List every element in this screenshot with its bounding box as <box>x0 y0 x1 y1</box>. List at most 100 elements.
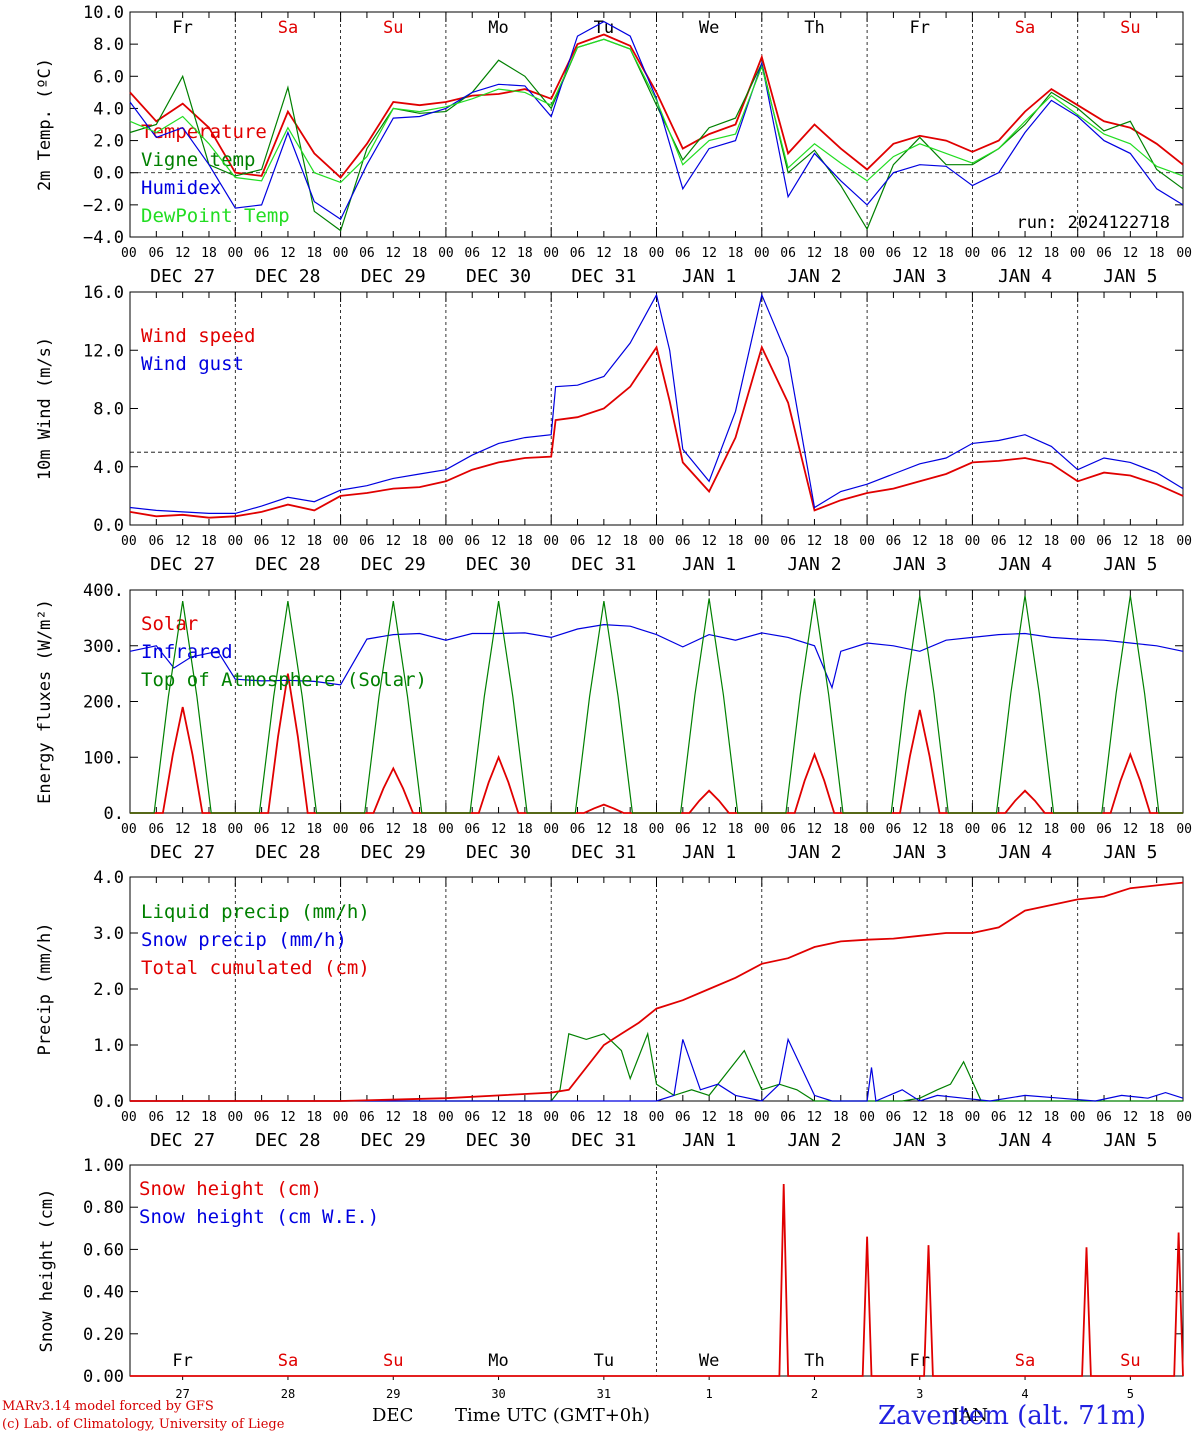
hour-tick-label: 06 <box>359 246 375 261</box>
y-tick-label: 12.0 <box>83 341 124 361</box>
hour-tick-label: 18 <box>622 1110 638 1125</box>
legend-entry: Snow height (cm W.E.) <box>139 1206 379 1228</box>
hour-tick-label: 06 <box>991 822 1007 837</box>
hour-tick-label: 18 <box>201 246 217 261</box>
day-name-label: Sa <box>1015 18 1035 38</box>
credit-line-1: MARv3.14 model forced by GFS <box>2 1399 214 1414</box>
hour-tick-label: 12 <box>1017 1110 1033 1125</box>
hour-tick-label: 12 <box>1017 534 1033 549</box>
hour-tick-label: 12 <box>701 1110 717 1125</box>
date-label: JAN 1 <box>682 842 736 863</box>
hour-tick-label: 18 <box>728 246 744 261</box>
day-name-label: We <box>699 1351 719 1371</box>
y-tick-label: 100. <box>83 748 124 768</box>
date-label: DEC 30 <box>466 266 531 287</box>
legend-entry: Infrared <box>141 641 233 663</box>
hour-tick-label: 00 <box>1070 822 1086 837</box>
hour-tick-label: 12 <box>1123 822 1139 837</box>
panel-1: 10.0 8.0 6.0 4.0 2.0 0.0 −2.0 −4.0 2m Temp. (ºC)… <box>35 3 1192 287</box>
hour-tick-label: 00 <box>1176 1110 1192 1125</box>
series-line-wind-gust <box>129 292 1184 515</box>
hour-tick-label: 18 <box>1044 534 1060 549</box>
hour-tick-label: 00 <box>1070 534 1086 549</box>
hour-tick-label: 00 <box>438 822 454 837</box>
hour-tick-label: 12 <box>807 534 823 549</box>
hour-tick-label: 18 <box>1044 1110 1060 1125</box>
day-name-label: Fr <box>172 18 192 38</box>
hour-tick-label: 00 <box>1070 1110 1086 1125</box>
hour-tick-label: 00 <box>438 1110 454 1125</box>
panel-2: 16.0 12.0 8.0 4.0 0.0 10m Wind (m/s) 00 06 12 18 0… <box>35 283 1192 575</box>
hour-tick-label: 00 <box>438 534 454 549</box>
hour-tick-label: 18 <box>517 822 533 837</box>
legend-entry: Liquid precip (mm/h) <box>141 901 370 923</box>
hour-tick-label: 06 <box>570 246 586 261</box>
hour-tick-label: 00 <box>333 246 349 261</box>
day-name-label: Th <box>804 1351 824 1371</box>
y-tick-label: 6.0 <box>93 67 124 87</box>
day-name-label: Su <box>1120 18 1140 38</box>
date-label: JAN 5 <box>1103 1130 1157 1151</box>
hour-tick-label: 00 <box>227 246 243 261</box>
hour-tick-label: 06 <box>886 534 902 549</box>
hour-tick-label: 06 <box>780 822 796 837</box>
hour-tick-label: 18 <box>938 1110 954 1125</box>
panel-5: 1.00 0.80 0.60 0.40 0.20 0.00 Snow height (cm)… <box>37 1156 1184 1401</box>
station-name: Zaventem (alt. 71m) <box>878 1401 1146 1431</box>
day-name-label: Tu <box>594 1351 614 1371</box>
hour-tick-label: 18 <box>517 534 533 549</box>
hour-tick-label: 06 <box>148 822 164 837</box>
hour-tick-label: 12 <box>385 246 401 261</box>
hour-tick-label: 00 <box>1176 822 1192 837</box>
hour-tick-label: 06 <box>780 246 796 261</box>
hour-tick-label: 06 <box>570 1110 586 1125</box>
legend-entry: Temperature <box>141 121 267 143</box>
hour-tick-label: 18 <box>1149 1110 1165 1125</box>
date-label: JAN 4 <box>998 554 1052 575</box>
hour-tick-label: 00 <box>1176 246 1192 261</box>
hour-tick-label: 18 <box>1149 534 1165 549</box>
hour-tick-label: 00 <box>859 822 875 837</box>
hour-tick-label: 06 <box>1096 1110 1112 1125</box>
hour-tick-label: 18 <box>517 1110 533 1125</box>
date-label: JAN 2 <box>787 554 841 575</box>
series-line-total-cumulated-cm- <box>130 881 1184 1102</box>
hour-tick-label: 06 <box>359 1110 375 1125</box>
y-tick-label: 0.00 <box>83 1367 124 1387</box>
hour-tick-label: 06 <box>991 1110 1007 1125</box>
hour-tick-label: 18 <box>306 1110 322 1125</box>
hour-tick-label: 12 <box>385 534 401 549</box>
date-label: DEC 31 <box>571 1130 636 1151</box>
hour-tick-label: 12 <box>175 822 191 837</box>
series-line-wind-speed <box>129 344 1184 519</box>
hour-tick-label: 12 <box>596 246 612 261</box>
day-name-label: We <box>699 18 719 38</box>
hour-tick-label: 06 <box>254 1110 270 1125</box>
legend-entry: Wind speed <box>141 325 255 347</box>
day-number-label: 3 <box>916 1387 923 1401</box>
date-label: JAN 1 <box>682 266 736 287</box>
y-tick-label: 16.0 <box>83 283 124 303</box>
hour-tick-label: 06 <box>886 822 902 837</box>
series-line-humidex <box>129 20 1184 221</box>
hour-tick-label: 18 <box>306 246 322 261</box>
y-tick-label: 8.0 <box>93 35 124 55</box>
series-line-liquid-precip-mm-h- <box>130 1031 1183 1102</box>
y-tick-label: 400. <box>83 581 124 601</box>
hour-tick-label: 06 <box>359 534 375 549</box>
date-label: DEC 30 <box>466 1130 531 1151</box>
hour-tick-label: 18 <box>412 822 428 837</box>
y-axis-label: Precip (mm/h) <box>35 922 55 1055</box>
date-label: JAN 1 <box>682 554 736 575</box>
hour-tick-label: 00 <box>649 246 665 261</box>
date-label: DEC 30 <box>466 842 531 863</box>
hour-tick-label: 12 <box>491 1110 507 1125</box>
hour-tick-label: 00 <box>333 534 349 549</box>
hour-tick-label: 12 <box>807 822 823 837</box>
hour-tick-label: 00 <box>965 246 981 261</box>
hour-tick-label: 12 <box>491 246 507 261</box>
hour-tick-label: 12 <box>1123 1110 1139 1125</box>
time-axis-label: Time UTC (GMT+0h) <box>455 1405 650 1426</box>
y-tick-label: 0.0 <box>93 516 124 536</box>
hour-tick-label: 12 <box>280 1110 296 1125</box>
